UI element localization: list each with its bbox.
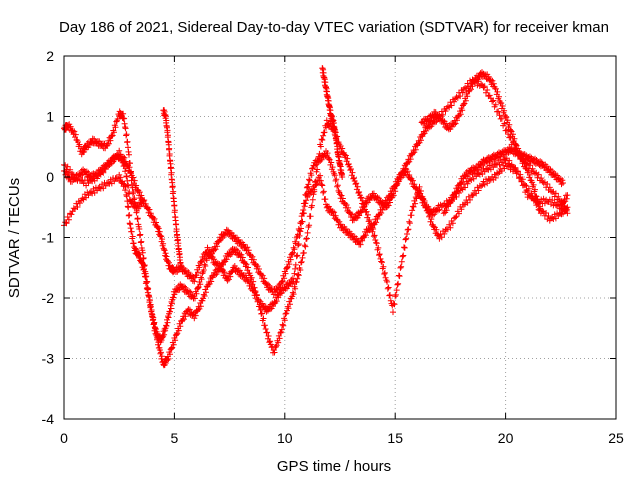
y-tick-label: -1 bbox=[42, 230, 55, 246]
y-tick-label: -3 bbox=[42, 351, 55, 367]
x-tick-label: 0 bbox=[60, 430, 68, 446]
data-point-markers bbox=[319, 65, 346, 180]
data-point-markers bbox=[418, 69, 544, 217]
data-point-markers bbox=[440, 144, 566, 217]
series-track-1 bbox=[61, 147, 571, 315]
data-point-markers bbox=[61, 108, 571, 369]
series-track-4 bbox=[61, 151, 147, 205]
data-point-markers bbox=[61, 147, 571, 315]
x-tick-label: 10 bbox=[277, 430, 293, 446]
grid-lines bbox=[64, 56, 616, 419]
y-tick-label: -4 bbox=[42, 411, 55, 427]
series-track-7 bbox=[418, 69, 544, 217]
x-tick-label: 20 bbox=[498, 430, 514, 446]
data-point-markers bbox=[160, 107, 184, 271]
series-track-5 bbox=[160, 107, 184, 271]
y-tick-label: -2 bbox=[42, 290, 55, 306]
axis-ticks: 0 5 10 15 20 25 -4 -3 -2 -1 0 1 2 bbox=[42, 48, 624, 446]
y-tick-label: 0 bbox=[46, 169, 54, 185]
x-tick-label: 25 bbox=[608, 430, 624, 446]
data-point-markers bbox=[61, 151, 147, 205]
x-tick-label: 5 bbox=[171, 430, 179, 446]
x-tick-label: 15 bbox=[387, 430, 403, 446]
chart-title: Day 186 of 2021, Sidereal Day-to-day VTE… bbox=[59, 19, 609, 36]
series-track-6 bbox=[319, 65, 346, 180]
data-markers bbox=[61, 65, 571, 369]
y-axis-label: SDTVAR / TECUs bbox=[6, 178, 23, 298]
series-track-8 bbox=[440, 144, 566, 217]
x-axis-label: GPS time / hours bbox=[277, 458, 391, 475]
y-tick-label: 2 bbox=[46, 48, 54, 64]
series-track-3 bbox=[61, 108, 571, 369]
y-tick-label: 1 bbox=[46, 109, 54, 125]
